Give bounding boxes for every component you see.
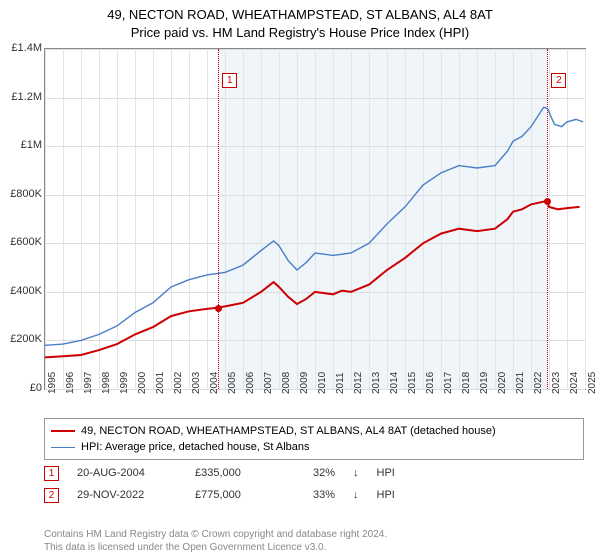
sale-price: £775,000 — [195, 489, 295, 501]
legend-label-property: 49, NECTON ROAD, WHEATHAMPSTEAD, ST ALBA… — [81, 425, 496, 437]
sale-marker-icon: 1 — [44, 466, 59, 481]
legend-label-hpi: HPI: Average price, detached house, St A… — [81, 441, 310, 453]
y-tick-label: £1.2M — [0, 91, 42, 103]
x-tick-label: 2025 — [587, 372, 598, 394]
legend-item-hpi: HPI: Average price, detached house, St A… — [51, 439, 577, 455]
x-tick-label: 2022 — [533, 372, 544, 394]
x-tick-label: 2000 — [137, 372, 148, 394]
legend: 49, NECTON ROAD, WHEATHAMPSTEAD, ST ALBA… — [44, 418, 584, 460]
sale-marker-icon: 2 — [44, 488, 59, 503]
legend-item-property: 49, NECTON ROAD, WHEATHAMPSTEAD, ST ALBA… — [51, 423, 577, 439]
y-tick-label: £0 — [0, 382, 42, 394]
x-tick-label: 1996 — [65, 372, 76, 394]
table-row: 1 20-AUG-2004 £335,000 32% ↓ HPI — [44, 462, 395, 484]
x-tick-label: 2006 — [245, 372, 256, 394]
series-property — [45, 201, 580, 358]
y-tick-label: £800K — [0, 188, 42, 200]
sale-price: £335,000 — [195, 467, 295, 479]
sale-suffix: HPI — [377, 467, 395, 479]
sale-suffix: HPI — [377, 489, 395, 501]
x-tick-label: 2004 — [209, 372, 220, 394]
sale-date: 29-NOV-2022 — [77, 489, 177, 501]
x-tick-label: 2013 — [371, 372, 382, 394]
x-tick-label: 2009 — [299, 372, 310, 394]
sale-date: 20-AUG-2004 — [77, 467, 177, 479]
chart-title: 49, NECTON ROAD, WHEATHAMPSTEAD, ST ALBA… — [0, 0, 600, 41]
x-tick-label: 1999 — [119, 372, 130, 394]
x-tick-label: 2005 — [227, 372, 238, 394]
x-tick-label: 2015 — [407, 372, 418, 394]
footer-line2: This data is licensed under the Open Gov… — [44, 541, 387, 554]
title-line2: Price paid vs. HM Land Registry's House … — [0, 24, 600, 42]
x-tick-label: 2019 — [479, 372, 490, 394]
x-tick-label: 2017 — [443, 372, 454, 394]
y-tick-label: £400K — [0, 285, 42, 297]
x-tick-label: 2016 — [425, 372, 436, 394]
x-tick-label: 2007 — [263, 372, 274, 394]
x-tick-label: 1995 — [47, 372, 58, 394]
x-tick-label: 2021 — [515, 372, 526, 394]
legend-swatch-property — [51, 430, 75, 432]
legend-swatch-hpi — [51, 447, 75, 448]
x-tick-label: 2001 — [155, 372, 166, 394]
sales-table: 1 20-AUG-2004 £335,000 32% ↓ HPI 2 29-NO… — [44, 462, 395, 506]
x-tick-label: 2014 — [389, 372, 400, 394]
footer-line1: Contains HM Land Registry data © Crown c… — [44, 528, 387, 541]
table-row: 2 29-NOV-2022 £775,000 33% ↓ HPI — [44, 484, 395, 506]
y-tick-label: £1.4M — [0, 42, 42, 54]
x-tick-label: 2024 — [569, 372, 580, 394]
x-tick-label: 2003 — [191, 372, 202, 394]
x-tick-label: 2023 — [551, 372, 562, 394]
x-tick-label: 2011 — [335, 372, 346, 394]
x-tick-label: 2020 — [497, 372, 508, 394]
footer: Contains HM Land Registry data © Crown c… — [44, 528, 387, 554]
y-tick-label: £200K — [0, 333, 42, 345]
x-tick-label: 2012 — [353, 372, 364, 394]
arrow-down-icon: ↓ — [353, 489, 359, 501]
sale-pct: 33% — [313, 489, 335, 501]
sale-pct: 32% — [313, 467, 335, 479]
y-tick-label: £1M — [0, 139, 42, 151]
price-chart: 12 — [44, 48, 586, 390]
x-tick-label: 2010 — [317, 372, 328, 394]
x-tick-label: 1998 — [101, 372, 112, 394]
arrow-down-icon: ↓ — [353, 467, 359, 479]
title-line1: 49, NECTON ROAD, WHEATHAMPSTEAD, ST ALBA… — [0, 6, 600, 24]
y-tick-label: £600K — [0, 236, 42, 248]
x-tick-label: 1997 — [83, 372, 94, 394]
x-tick-label: 2018 — [461, 372, 472, 394]
x-tick-label: 2008 — [281, 372, 292, 394]
x-tick-label: 2002 — [173, 372, 184, 394]
series-hpi — [45, 107, 583, 345]
